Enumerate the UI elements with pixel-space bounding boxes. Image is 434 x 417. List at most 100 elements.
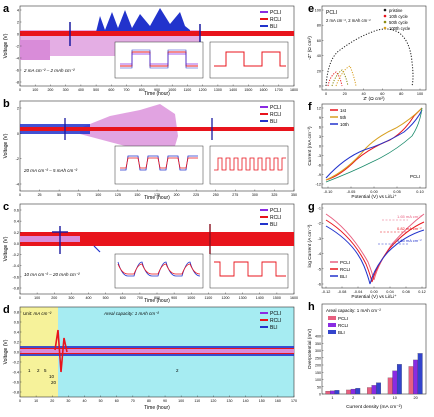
x-tick-label: 1600 (290, 296, 298, 300)
y-tick-label: 0.4 (14, 331, 19, 335)
x-tick-label: -0.10 (324, 190, 333, 194)
bar-pcli-20 (408, 366, 414, 395)
panel-b-xlabel: Time (hour) (144, 195, 170, 201)
x-tick-label: 500 (103, 296, 109, 300)
panel-d-legend-2: RCLI (270, 318, 281, 324)
x-tick-label: 50 (57, 193, 61, 197)
panel-e-legend-2: 10th cycle (389, 14, 409, 19)
y-tick-label: 0 (17, 33, 19, 37)
x-tick-label: 2 (352, 396, 354, 400)
panel-a-legend: PCLI RCLI BLI (260, 10, 281, 30)
panel-g-legend: PCLI RCLI BLI (330, 260, 350, 279)
x-tick-label: 0 (325, 92, 327, 96)
panel-a-ylabel: Voltage (V) (3, 33, 9, 58)
x-tick-label: 800 (154, 296, 160, 300)
x-tick-label: 160 (275, 399, 281, 403)
x-tick-label: 125 (115, 193, 121, 197)
x-tick-label: 100 (417, 92, 423, 96)
y-tick-label: -1 (318, 207, 321, 211)
x-tick-label: 40 (361, 92, 365, 96)
panel-g-bli (325, 225, 425, 285)
y-tick-label: -4 (16, 57, 19, 61)
panel-c-pcli-trace (20, 236, 80, 242)
y-tick-label: 150 (315, 371, 321, 375)
x-tick-label: 0 (19, 193, 21, 197)
x-tick-label: 25 (38, 193, 42, 197)
panel-h-title: Areal capacity: 1 mAh cm⁻² (326, 308, 381, 313)
y-tick-label: 0 (319, 393, 321, 397)
bar-bli-10 (396, 364, 402, 395)
panel-a-yticks: 4 2 0 -2 -4 -6 -8 (16, 9, 22, 85)
x-tick-label: 170 (291, 399, 297, 403)
x-tick-label: 325 (271, 193, 277, 197)
y-tick-label: -4 (16, 183, 19, 187)
panel-a-bli-trace (95, 8, 190, 36)
panel-c-inset-1-rcli (117, 263, 201, 275)
panel-f: f PCLI 1st 5th 10th -0.10 -0.05 0.00 0.05 0.… (307, 101, 427, 200)
y-tick-label: -3 (318, 154, 321, 158)
panel-c-condition: 10 mA cm⁻² – 20 mAh cm⁻² (24, 272, 80, 277)
panel-e-subtitle: 2 mA cm⁻², 2 mAh cm⁻² (326, 18, 371, 23)
y-tick-label: 0.0 (14, 242, 19, 246)
y-tick-label: 0.4 (14, 220, 19, 224)
panel-e: e PCLI 2 mA cm⁻², 2 mAh cm⁻² pristine 10… (307, 3, 427, 102)
y-tick-label: -0.8 (12, 287, 19, 291)
panel-d-step-6: 2 (176, 368, 179, 373)
x-tick-label: 20 (50, 399, 54, 403)
panel-d-legend: PCLI RCLI BLI (260, 311, 281, 331)
x-tick-label: 120 (210, 399, 216, 403)
panel-d-step-4: 10 (49, 374, 55, 379)
x-tick-label: 350 (291, 193, 297, 197)
x-tick-label: 110 (194, 399, 200, 403)
panel-d-spike (54, 329, 68, 373)
x-tick-label: 700 (137, 296, 143, 300)
x-tick-label: 30 (66, 399, 70, 403)
panel-d-ylabel: Voltage (V) (3, 339, 9, 364)
x-tick-label: 100 (32, 88, 38, 92)
panel-f-legend-3: 10th (340, 122, 349, 127)
x-tick-label: 0.08 (402, 290, 409, 294)
y-tick-label: 60 (317, 39, 321, 43)
y-tick-label: 0.2 (14, 231, 19, 235)
panel-a-condition: 2 mA cm⁻² – 2 mAh cm⁻² (23, 68, 75, 73)
panel-e-50th (331, 69, 349, 87)
bar-rcli-20 (413, 359, 418, 395)
y-tick-label: 0.6 (14, 209, 19, 213)
panel-h-legend: PCLI RCLI BLI (328, 316, 348, 335)
x-tick-label: -0.04 (354, 290, 363, 294)
panel-g-xlabel: Potential (V) vs Li/Li⁺ (351, 294, 397, 300)
panel-e-yticks: 0 20 40 60 80 100 (315, 9, 324, 89)
panel-e-legend: pristine 10th cycle 50th cycle 100th cyc… (383, 8, 411, 31)
x-tick-label: 500 (93, 88, 99, 92)
panel-f-legend-2: 5th (340, 115, 347, 120)
x-tick-label: 250 (213, 193, 219, 197)
y-tick-label: -2 (318, 222, 321, 226)
panel-d-step-5: 20 (51, 380, 57, 385)
panel-c-xlabel: Time (hour) (144, 298, 170, 304)
panel-c-inset-2-rcli (214, 261, 286, 277)
x-tick-label: 20 (343, 92, 347, 96)
panel-a-letter: a (3, 3, 10, 15)
panel-g-annotation-1: 1.65 mA cm⁻² (397, 214, 422, 219)
y-tick-label: -6 (16, 69, 19, 73)
panel-e-legend-3: 50th cycle (389, 20, 409, 25)
panel-b-rcli-trace (20, 127, 294, 131)
panel-b-letter: b (3, 98, 10, 110)
panel-g-yticks: -1 -2 -3 -4 -5 -6 (318, 207, 324, 287)
panel-c-rcli-band (20, 232, 294, 246)
bar-pcli-2 (346, 389, 352, 395)
panel-d-legend-3: BLI (270, 325, 278, 331)
x-tick-label: 600 (120, 296, 126, 300)
y-tick-label: -4 (318, 252, 321, 256)
panel-b-legend-2: RCLI (270, 112, 281, 118)
panel-f-5th (325, 107, 423, 181)
x-tick-label: 300 (68, 296, 74, 300)
x-tick-label: 20 (413, 396, 417, 400)
panel-f-return (325, 107, 423, 183)
y-tick-label: 4 (17, 9, 19, 13)
panel-b: b 20 mA cm⁻² – 5 mAh cm⁻² PCLI RCLI BLI (3, 98, 297, 201)
panel-e-10th (327, 71, 343, 87)
panel-c-legend: PCLI RCLI BLI (260, 208, 281, 228)
panel-d-xlabel: Time (hour) (144, 405, 170, 411)
